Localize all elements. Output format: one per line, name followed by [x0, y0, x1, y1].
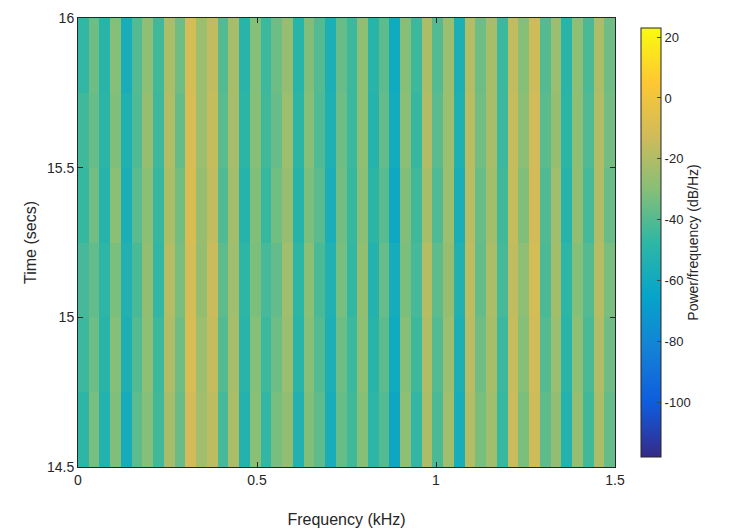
svg-text:16: 16: [59, 10, 75, 26]
svg-text:Power/frequency (dB/Hz): Power/frequency (dB/Hz): [685, 164, 701, 320]
svg-text:15: 15: [59, 309, 75, 325]
svg-text:-40: -40: [665, 212, 684, 227]
svg-text:0: 0: [74, 472, 82, 488]
svg-text:0: 0: [665, 91, 672, 106]
svg-text:Frequency (kHz): Frequency (kHz): [287, 511, 405, 528]
svg-text:14.5: 14.5: [47, 459, 74, 475]
svg-text:15.5: 15.5: [47, 160, 74, 176]
svg-text:-80: -80: [665, 334, 684, 349]
svg-text:0.5: 0.5: [247, 472, 267, 488]
svg-text:-20: -20: [665, 151, 684, 166]
svg-text:20: 20: [665, 30, 679, 45]
svg-text:1: 1: [432, 472, 440, 488]
svg-text:-100: -100: [665, 395, 691, 410]
svg-text:1.5: 1.5: [605, 472, 625, 488]
svg-text:Time (secs): Time (secs): [22, 201, 39, 284]
svg-text:-60: -60: [665, 273, 684, 288]
